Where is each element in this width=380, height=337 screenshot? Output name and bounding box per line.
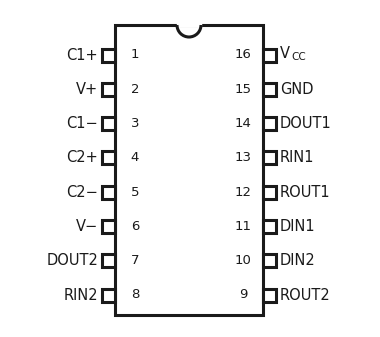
Bar [102, 117, 115, 130]
Text: 7: 7 [131, 254, 139, 267]
Bar [263, 83, 276, 96]
Text: 4: 4 [131, 151, 139, 164]
Text: 9: 9 [239, 288, 247, 302]
Bar [263, 151, 276, 164]
Text: C2+: C2+ [66, 150, 98, 165]
Bar [102, 220, 115, 233]
Text: V+: V+ [76, 82, 98, 97]
Bar [263, 49, 276, 61]
Text: DOUT1: DOUT1 [280, 116, 332, 131]
Bar [263, 220, 276, 233]
Text: 6: 6 [131, 220, 139, 233]
Bar [102, 288, 115, 302]
Text: RIN2: RIN2 [63, 287, 98, 303]
Text: 2: 2 [131, 83, 139, 96]
Bar [263, 254, 276, 267]
Text: 11: 11 [234, 220, 252, 233]
Text: C2−: C2− [66, 185, 98, 200]
Bar [263, 186, 276, 198]
Text: 12: 12 [234, 186, 252, 198]
Text: V: V [280, 46, 290, 61]
Text: 3: 3 [131, 117, 139, 130]
Bar [115, 25, 263, 315]
Text: C1−: C1− [66, 116, 98, 131]
Text: GND: GND [280, 82, 314, 97]
Text: DOUT2: DOUT2 [46, 253, 98, 268]
Text: DIN1: DIN1 [280, 219, 316, 234]
Text: RIN1: RIN1 [280, 150, 315, 165]
Text: ROUT2: ROUT2 [280, 287, 331, 303]
Bar [102, 49, 115, 61]
Bar [263, 117, 276, 130]
Text: 16: 16 [234, 49, 252, 61]
Text: CC: CC [291, 52, 306, 62]
Text: 13: 13 [234, 151, 252, 164]
Text: 5: 5 [131, 186, 139, 198]
Text: 15: 15 [234, 83, 252, 96]
Text: 1: 1 [131, 49, 139, 61]
Bar [102, 83, 115, 96]
Bar [102, 186, 115, 198]
Text: ROUT1: ROUT1 [280, 185, 331, 200]
Text: DIN2: DIN2 [280, 253, 316, 268]
Text: C1+: C1+ [66, 48, 98, 62]
Bar [102, 254, 115, 267]
Text: 14: 14 [234, 117, 252, 130]
Text: V−: V− [76, 219, 98, 234]
Bar [102, 151, 115, 164]
Bar [263, 288, 276, 302]
Bar [177, 23, 201, 26]
Text: 10: 10 [234, 254, 252, 267]
Text: 8: 8 [131, 288, 139, 302]
